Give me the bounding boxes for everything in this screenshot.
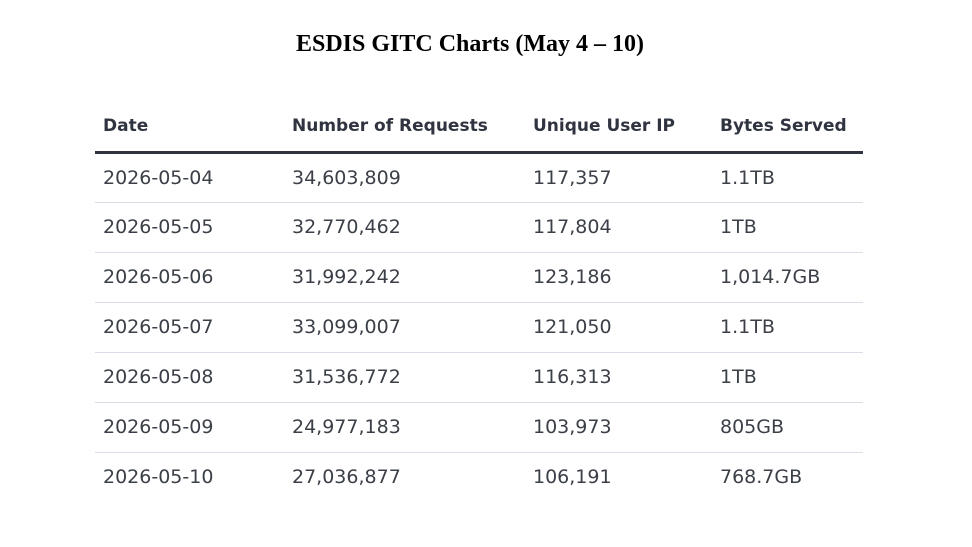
cell-requests: 34,603,809 xyxy=(284,152,525,203)
table-row: 2026-05-06 31,992,242 123,186 1,014.7GB xyxy=(95,252,863,303)
cell-bytes: 805GB xyxy=(712,402,863,453)
table-row: 2026-05-08 31,536,772 116,313 1TB xyxy=(95,352,863,403)
table-row: 2026-05-10 27,036,877 106,191 768.7GB xyxy=(95,452,863,502)
header-unique-user-ip: Unique User IP xyxy=(525,102,712,154)
cell-date: 2026-05-10 xyxy=(103,466,214,489)
cell-bytes: 1.1TB xyxy=(712,152,863,203)
cell-date: 2026-05-09 xyxy=(95,402,284,453)
table-row: 2026-05-07 33,099,007 121,050 1.1TB xyxy=(95,302,863,353)
table-header-row: Date Number of Requests Unique User IP B… xyxy=(95,102,863,154)
table-row: 2026-05-04 34,603,809 117,357 1.1TB xyxy=(95,152,863,203)
requests-table: Date Number of Requests Unique User IP B… xyxy=(95,102,863,502)
cell-unique-ip: 106,191 xyxy=(533,466,612,489)
cell-requests: 27,036,877 xyxy=(292,466,401,489)
table-row: 2026-05-09 24,977,183 103,973 805GB xyxy=(95,402,863,453)
cell-bytes: 1,014.7GB xyxy=(712,252,863,303)
header-bytes-served: Bytes Served xyxy=(712,102,863,154)
header-date: Date xyxy=(95,102,284,154)
cell-date: 2026-05-06 xyxy=(95,252,284,303)
header-number-of-requests: Number of Requests xyxy=(284,102,525,154)
cell-unique-ip: 116,313 xyxy=(525,352,712,403)
cell-unique-ip: 117,804 xyxy=(525,202,712,253)
cell-bytes: 1.1TB xyxy=(712,302,863,353)
cell-date: 2026-05-04 xyxy=(95,152,284,203)
cell-requests: 32,770,462 xyxy=(284,202,525,253)
cell-date: 2026-05-08 xyxy=(95,352,284,403)
cell-requests: 24,977,183 xyxy=(284,402,525,453)
cell-requests: 31,536,772 xyxy=(284,352,525,403)
cell-date: 2026-05-05 xyxy=(95,202,284,253)
cell-bytes: 1TB xyxy=(712,352,863,403)
table-row: 2026-05-05 32,770,462 117,804 1TB xyxy=(95,202,863,253)
cell-requests: 31,992,242 xyxy=(284,252,525,303)
cell-unique-ip: 123,186 xyxy=(525,252,712,303)
cell-unique-ip: 121,050 xyxy=(525,302,712,353)
cell-unique-ip: 103,973 xyxy=(525,402,712,453)
cell-bytes: 768.7GB xyxy=(720,466,803,489)
cell-date: 2026-05-07 xyxy=(95,302,284,353)
cell-bytes: 1TB xyxy=(712,202,863,253)
cell-requests: 33,099,007 xyxy=(284,302,525,353)
cell-unique-ip: 117,357 xyxy=(525,152,712,203)
page-title: ESDIS GITC Charts (May 4 – 10) xyxy=(295,31,645,57)
